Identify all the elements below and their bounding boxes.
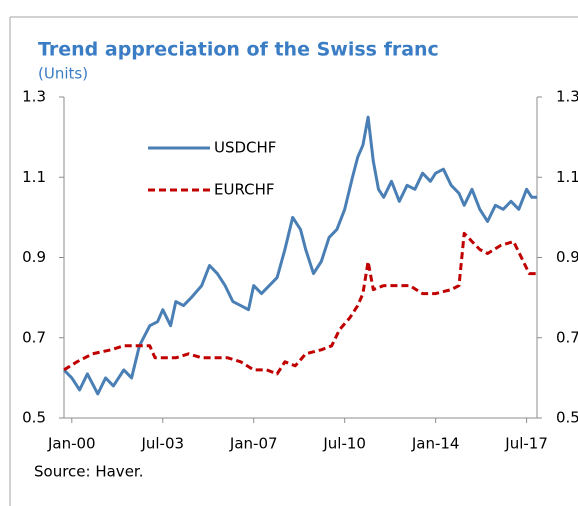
- x-tick-label: Jan-00: [47, 435, 96, 453]
- series-line: [62, 115, 537, 396]
- y-tick-label: 0.9: [22, 248, 46, 266]
- x-tick-label: Jan-07: [229, 435, 278, 453]
- x-tick-label: Jan-14: [411, 435, 460, 453]
- chart-subtitle: (Units): [38, 65, 88, 83]
- x-tick-label: Jul-17: [504, 435, 548, 453]
- y-tick-label: 0.7: [22, 328, 46, 346]
- y-tick-label: 1.1: [22, 168, 46, 186]
- y2-tick-label: 0.7: [556, 328, 578, 346]
- y2-tick-label: 0.5: [556, 409, 578, 427]
- y2-tick-label: 0.9: [556, 248, 578, 266]
- source-note: Source: Haver.: [34, 463, 143, 481]
- y-tick-label: 0.5: [22, 409, 46, 427]
- x-tick-label: Jul-03: [140, 435, 184, 453]
- x-tick-label: Jul-10: [322, 435, 366, 453]
- chart-title: Trend appreciation of the Swiss franc: [38, 39, 439, 61]
- series-line: [63, 231, 537, 376]
- legend-label: EURCHF: [214, 181, 275, 199]
- y2-tick-label: 1.3: [556, 88, 578, 106]
- y2-tick-label: 1.1: [556, 168, 578, 186]
- legend-label: USDCHF: [214, 139, 276, 157]
- y-tick-label: 1.3: [22, 88, 46, 106]
